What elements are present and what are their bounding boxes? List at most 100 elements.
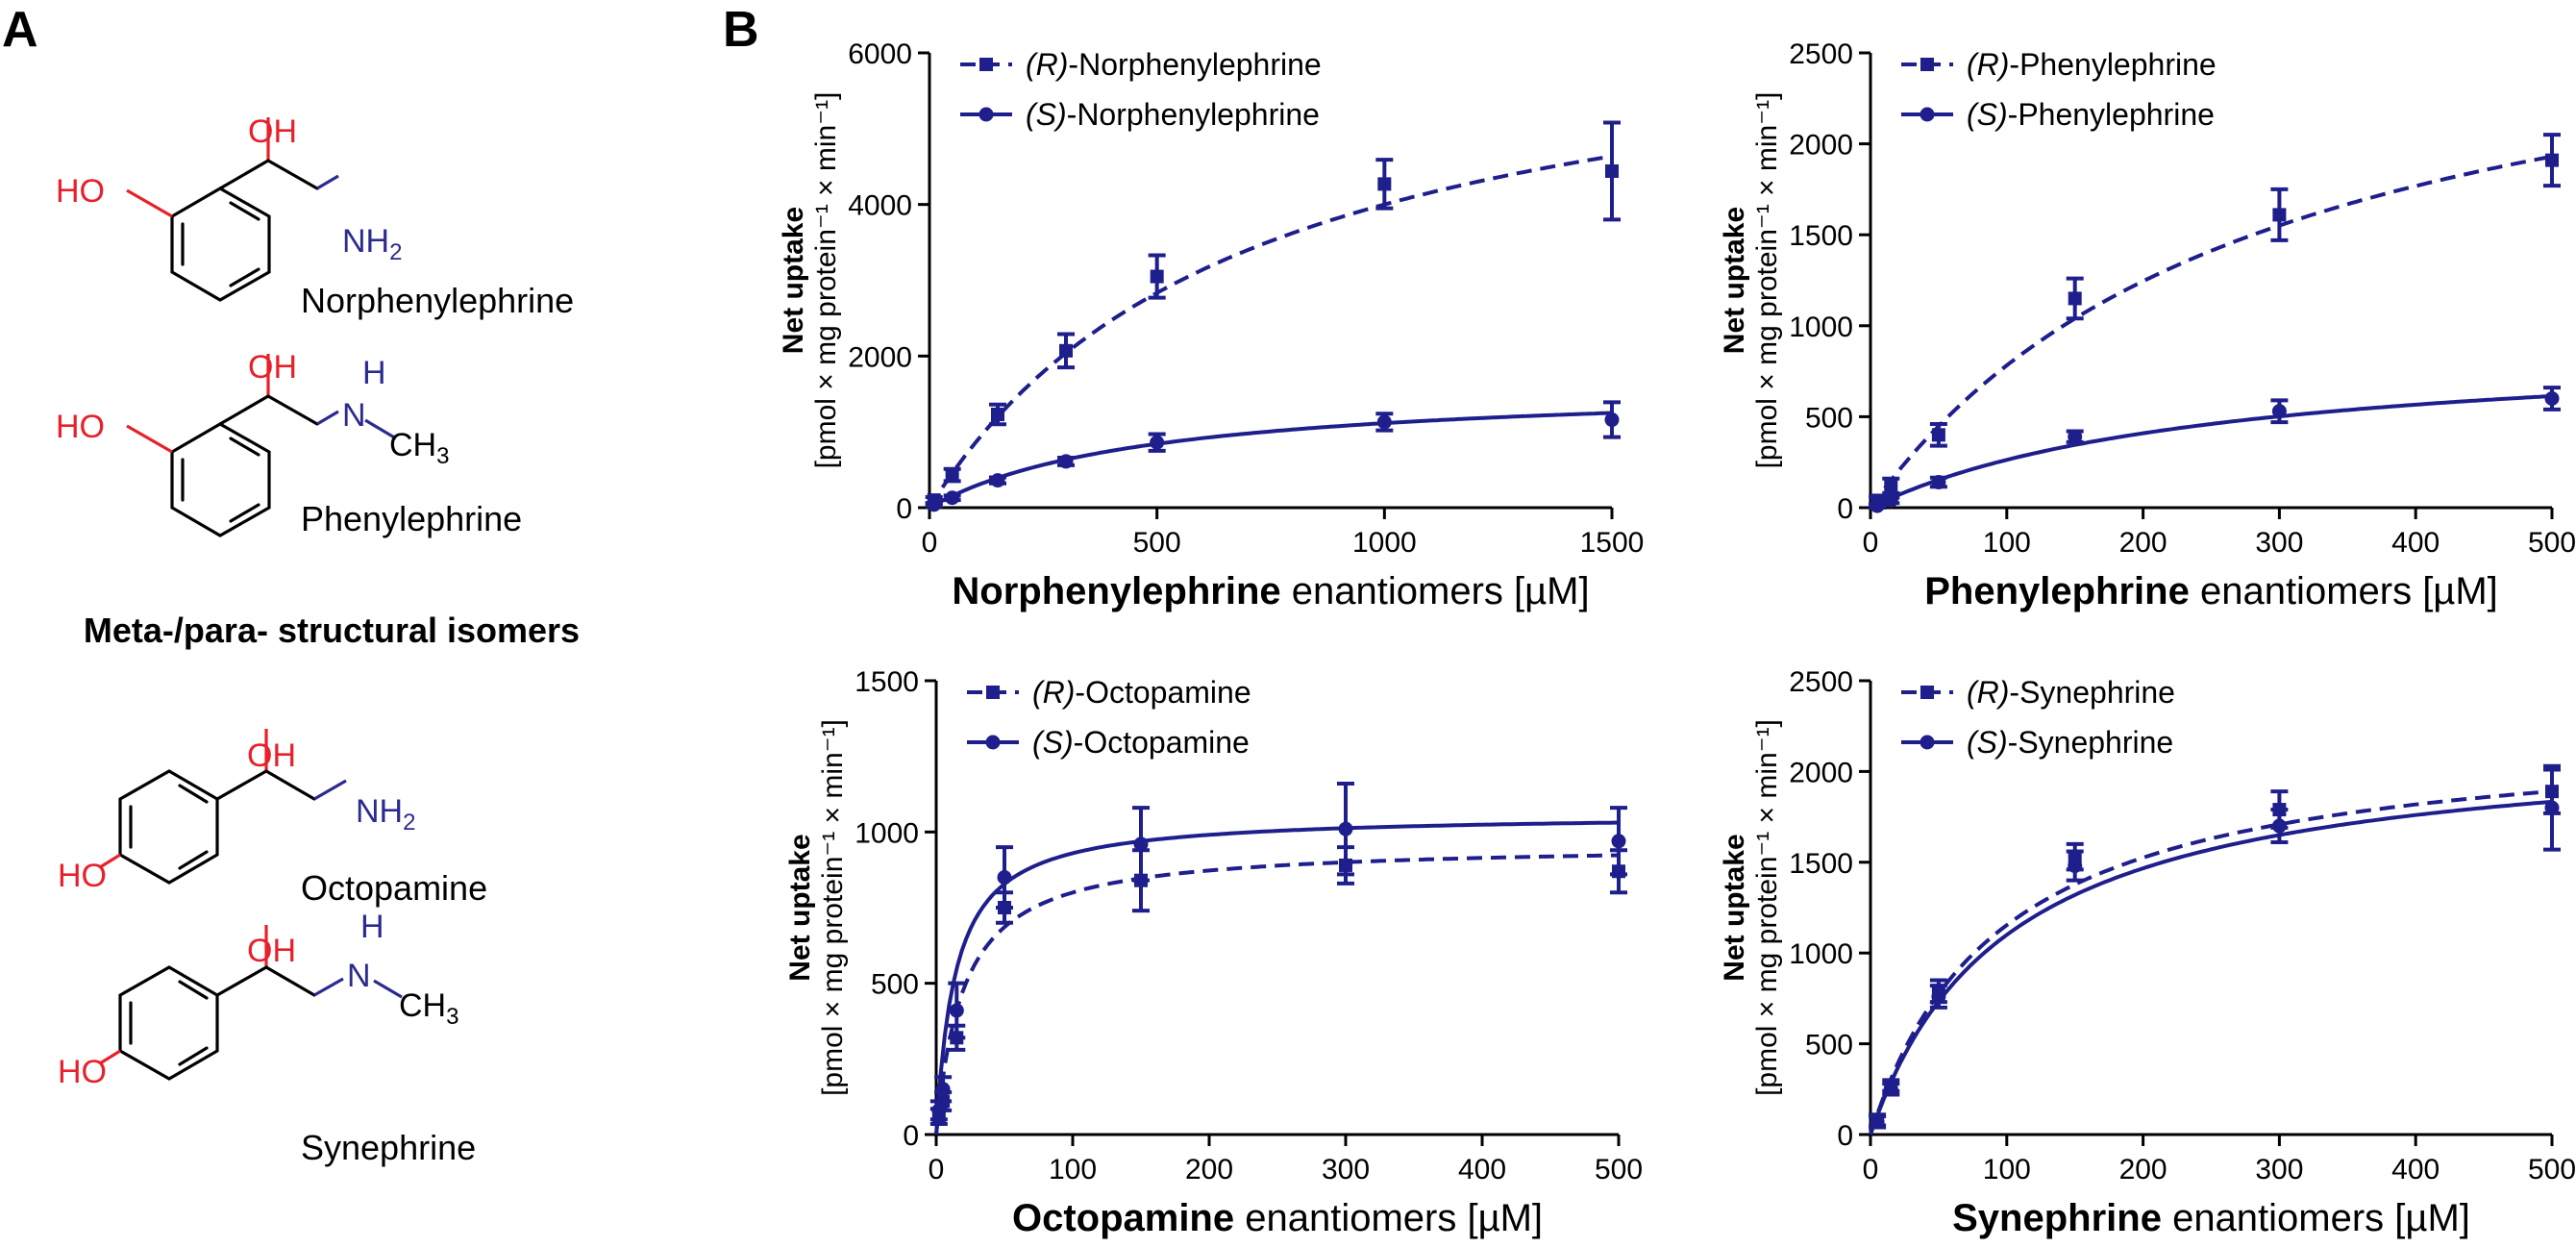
x-axis-label-rest: enantiomers [µM]: [2190, 570, 2498, 612]
data-point: [2068, 429, 2083, 444]
series-curve-r: [928, 154, 1613, 510]
panel-label-b: B: [723, 2, 759, 58]
amine-label: NH2: [342, 223, 402, 265]
y-tick-label: 500: [871, 969, 919, 1001]
legend-label-italic: (R): [1967, 47, 2009, 82]
chart-octopamine: 0 500 1000 1500 0 100 200 300 400 500 Octopamine e…: [784, 666, 1643, 1239]
data-point: [1150, 269, 1164, 284]
molecule-norphenylephrine: HO OH NH2 Norphenylephrine: [56, 113, 574, 320]
data-point: [2271, 404, 2287, 419]
x-tick-label: 0: [929, 1154, 945, 1186]
legend-label: (S)-Phenylephrine: [1967, 97, 2215, 132]
legend-label-rest: -Phenylephrine: [2008, 97, 2215, 132]
chart-synephrine: 0 500 1000 1500 2000 2500 0 100 200 300 400 500 Syne…: [1719, 666, 2576, 1239]
x-axis-label-bold: Synephrine: [1952, 1197, 2162, 1239]
legend-label-italic: (R): [1032, 675, 1075, 710]
legend-label-italic: (R): [1026, 47, 1068, 82]
data-point: [1884, 479, 1898, 493]
data-point: [935, 1082, 951, 1097]
legend-label: (S)-Octopamine: [1032, 725, 1250, 760]
amine-h-label: H: [360, 909, 384, 945]
data-point: [1338, 821, 1353, 836]
data-point: [1058, 454, 1074, 469]
x-axis-label-bold: Phenylephrine: [1924, 570, 2190, 612]
x-tick-label: 500: [2528, 1154, 2576, 1186]
oh-label: OH: [247, 933, 296, 969]
y-tick-label: 2500: [1789, 666, 1853, 698]
series-curve-r: [934, 853, 1620, 1136]
y-tick-label: 0: [903, 1120, 919, 1152]
data-point: [2272, 208, 2287, 222]
data-point: [1611, 834, 1626, 849]
x-tick-label: 100: [1983, 527, 2031, 559]
y-tick-label: 1500: [1789, 848, 1853, 880]
y-tick-label: 0: [896, 493, 912, 525]
y-tick-label: 1500: [1789, 220, 1853, 252]
legend-marker: [1920, 735, 1935, 750]
data-point: [2068, 291, 2082, 306]
series-curve-r: [1869, 154, 2553, 510]
data-point: [1133, 836, 1149, 852]
series-curve-s: [1870, 394, 2553, 510]
y-tick-label: 2500: [1789, 38, 1853, 70]
chart-norphenylephrine: 0 2000 4000 6000 0 500 1000 1500 Norphenylephrin…: [778, 38, 1644, 612]
y-axis-label-bold: Net uptake: [1719, 834, 1750, 981]
molecule-octopamine: HO OH NH2 Octopamine: [58, 729, 487, 908]
data-point: [931, 1103, 947, 1118]
ho-label: HO: [56, 173, 105, 210]
isomer-title: Meta-/para- structural isomers: [84, 611, 580, 650]
legend-label: (R)-Synephrine: [1967, 675, 2175, 710]
y-tick-label: 1500: [855, 666, 919, 698]
molecule-name: Norphenylephrine: [301, 281, 574, 320]
data-point: [2544, 800, 2560, 815]
legend-label-italic: (S): [1967, 725, 2008, 760]
amine-label: NH2: [356, 793, 415, 836]
data-point: [2544, 390, 2560, 406]
data-point: [2068, 859, 2083, 874]
y-tick-label: 1000: [1789, 938, 1853, 970]
legend-marker: [986, 686, 1000, 699]
x-tick-label: 200: [2119, 527, 2167, 559]
legend-label-rest: -Synephrine: [2008, 725, 2174, 760]
x-axis-label: Phenylephrine enantiomers [µM]: [1924, 570, 2498, 612]
x-tick-label: 1000: [1352, 527, 1417, 559]
legend-label: (S)-Norphenylephrine: [1026, 97, 1320, 132]
y-axis-label-units: [pmol × mg protein⁻¹ × min⁻¹]: [1751, 92, 1783, 469]
series-curve-r: [1869, 789, 2553, 1136]
x-tick-label: 400: [1458, 1154, 1506, 1186]
x-tick-label: 200: [1185, 1154, 1233, 1186]
x-tick-label: 200: [2119, 1154, 2167, 1186]
data-point: [1604, 412, 1620, 428]
legend-marker: [985, 735, 1001, 750]
x-tick-label: 400: [2391, 527, 2440, 559]
legend-label: (R)-Octopamine: [1032, 675, 1251, 710]
legend-label-rest: -Octopamine: [1075, 675, 1251, 710]
molecule-name: Synephrine: [301, 1128, 476, 1167]
ho-label: HO: [58, 1054, 107, 1090]
data-point: [945, 490, 960, 506]
y-axis-label-bold: Net uptake: [1719, 207, 1750, 354]
data-point: [1931, 475, 1946, 490]
y-axis-label-bold: Net uptake: [778, 207, 809, 354]
data-point: [997, 870, 1012, 886]
y-tick-label: 1000: [855, 817, 919, 849]
oh-label: OH: [248, 113, 297, 150]
data-point: [1605, 163, 1619, 178]
x-tick-label: 300: [2255, 527, 2303, 559]
data-point: [990, 473, 1005, 488]
data-point: [2271, 818, 2287, 834]
series-curve-s: [1869, 799, 2553, 1136]
legend-label: (R)-Norphenylephrine: [1026, 47, 1322, 82]
methyl-label: CH3: [399, 987, 458, 1030]
amine-n-label: N: [342, 397, 366, 434]
data-point: [1870, 498, 1885, 513]
x-tick-label: 0: [1863, 1154, 1879, 1186]
y-tick-label: 1000: [1789, 312, 1853, 343]
x-axis-label-bold: Norphenylephrine: [952, 570, 1280, 612]
legend-label-rest: -Phenylephrine: [2009, 47, 2216, 82]
data-point: [1931, 989, 1946, 1005]
y-tick-label: 6000: [848, 38, 912, 70]
legend-label-rest: -Norphenylephrine: [1068, 47, 1321, 82]
x-tick-label: 0: [1863, 527, 1879, 559]
y-tick-label: 500: [1805, 402, 1853, 434]
